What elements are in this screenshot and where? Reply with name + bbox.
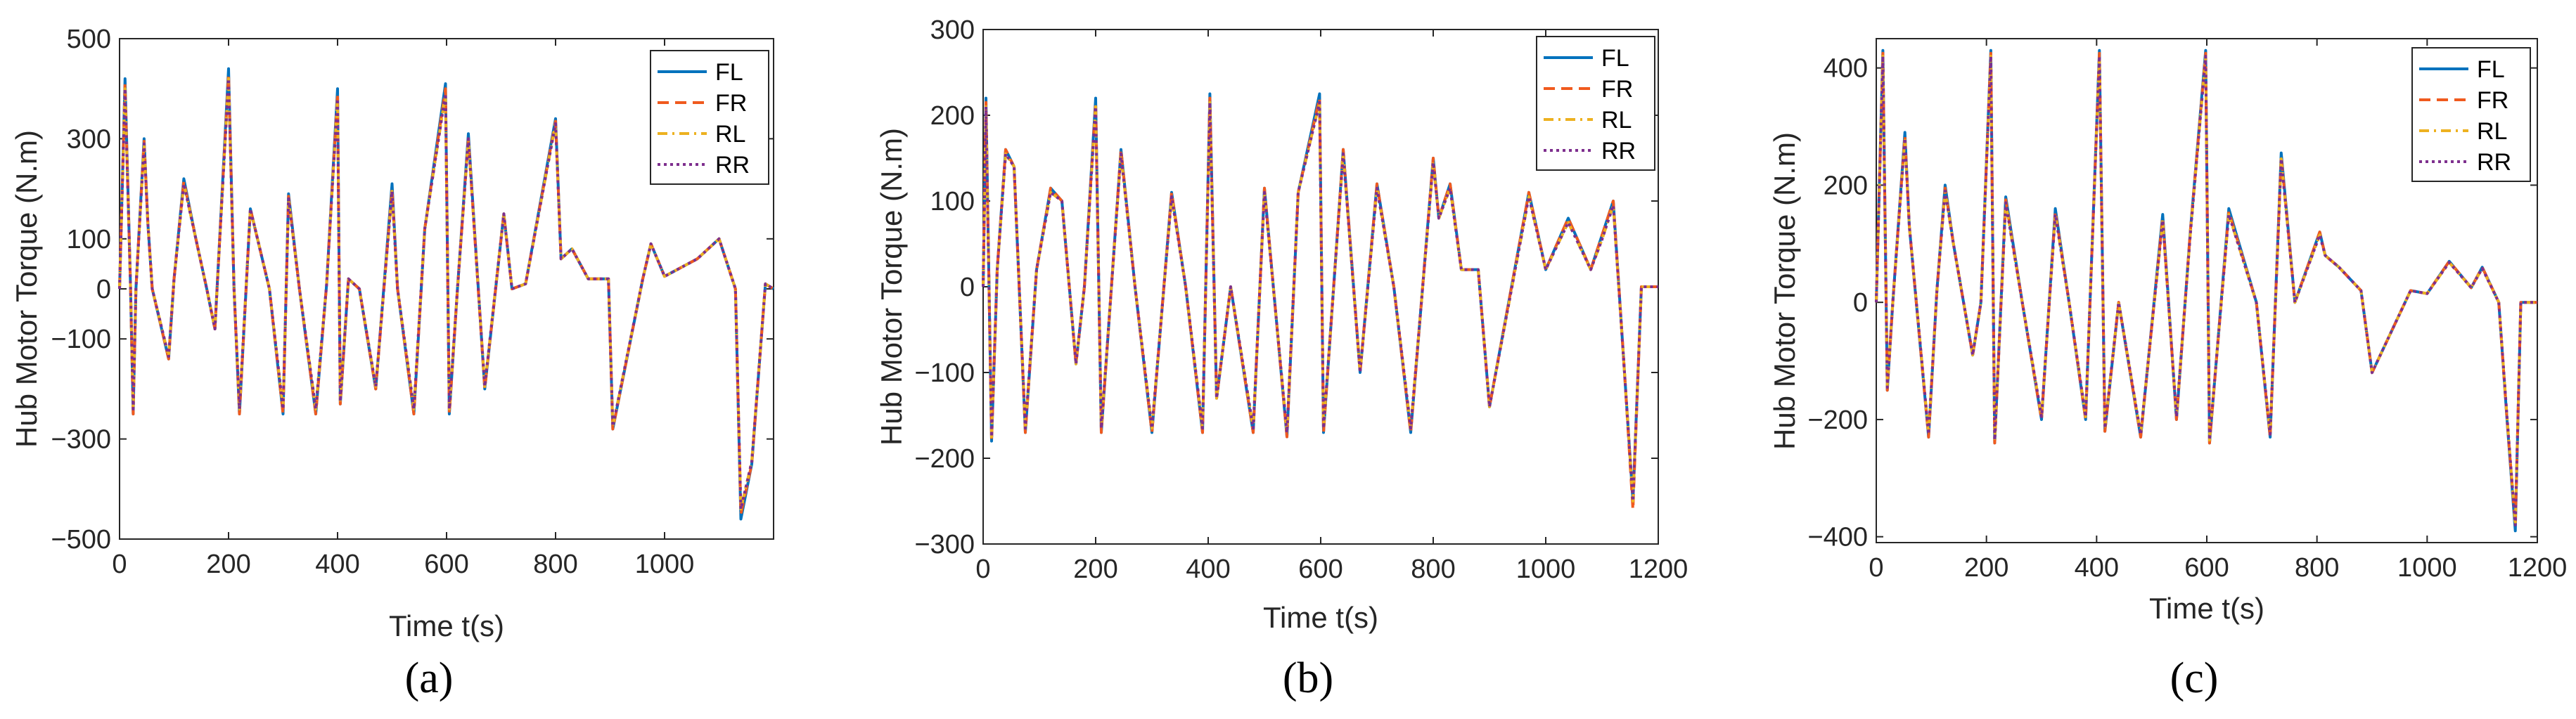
y-tick-label: 100 xyxy=(930,187,975,216)
y-tick-label: −500 xyxy=(51,525,111,555)
legend-label-rr: RR xyxy=(1601,138,1636,164)
x-tick-label: 200 xyxy=(206,550,250,579)
y-tick-label: 0 xyxy=(960,273,975,302)
legend-label-fl: FL xyxy=(1601,45,1629,72)
legend-label-fr: FR xyxy=(1601,76,1633,103)
x-tick-label: 1000 xyxy=(1516,555,1576,584)
x-tick-label: 600 xyxy=(424,550,468,579)
x-tick-label: 1200 xyxy=(2508,553,2568,583)
legend-label-fl: FL xyxy=(715,59,743,86)
x-axis-label: Time t(s) xyxy=(389,609,504,642)
y-tick-label: −200 xyxy=(914,444,975,474)
legend-label-rr: RR xyxy=(715,152,750,179)
y-tick-label: −300 xyxy=(51,425,111,455)
legend-label-rl: RL xyxy=(1601,107,1632,134)
chart-panel-a: 0 200 400 600 800 1000−500−300−1000100300500 … xyxy=(10,25,775,702)
y-tick-label: 500 xyxy=(67,25,111,54)
chart-panel-c: 0 200 400 600 800 1000 1200 −400 −200 0 200 400 Tim… xyxy=(1768,38,2567,702)
series-line-rl xyxy=(118,77,775,511)
series-line-rr xyxy=(1875,55,2537,526)
x-tick-label: 1000 xyxy=(635,550,695,579)
x-tick-label: 0 xyxy=(1869,553,1883,583)
y-tick-label: 100 xyxy=(67,225,111,254)
y-tick-label: −100 xyxy=(914,358,975,388)
y-tick-label: 200 xyxy=(1824,171,1868,200)
legend-label-rl: RL xyxy=(2477,118,2507,145)
legend: FL FR RL RR xyxy=(650,50,769,185)
x-tick-label: 800 xyxy=(2295,553,2339,583)
x-tick-label: 400 xyxy=(2075,553,2119,583)
y-tick-label: 0 xyxy=(1853,288,1868,318)
series-group xyxy=(118,67,775,521)
panel-label: (a) xyxy=(405,654,454,702)
y-tick-label: −200 xyxy=(1807,406,1868,435)
legend-label-rl: RL xyxy=(715,121,745,148)
panel-label: (b) xyxy=(1283,654,1333,702)
y-tick-label: −400 xyxy=(1807,523,1868,552)
legend-label-rr: RR xyxy=(2477,149,2511,176)
panel-label: (c) xyxy=(2170,654,2219,702)
y-tick-label: −300 xyxy=(914,530,975,559)
x-axis-label: Time t(s) xyxy=(2149,592,2264,625)
x-tick-label: 1200 xyxy=(1629,555,1689,584)
x-tick-label: 800 xyxy=(1411,555,1455,584)
x-tick-label: 600 xyxy=(2184,553,2229,583)
x-tick-label: 600 xyxy=(1298,555,1343,584)
y-tick-label: 400 xyxy=(1824,54,1868,84)
x-axis-label: Time t(s) xyxy=(1263,601,1378,634)
legend-label-fl: FL xyxy=(2477,56,2505,83)
y-axis-label: Hub Motor Torque (N.m) xyxy=(10,130,43,448)
tick-group: 0 200 400 600 800 1000 1200 −400 −200 0 200 400 xyxy=(1807,39,2567,583)
legend: FL FR RL RR xyxy=(2411,47,2531,182)
x-tick-label: 400 xyxy=(1186,555,1230,584)
y-tick-label: 300 xyxy=(67,124,111,154)
x-tick-label: 0 xyxy=(975,555,990,584)
legend-label-fr: FR xyxy=(715,90,747,117)
series-line-rr xyxy=(982,101,1658,503)
chart-panel-b: 0 200 400 600 800 1000 1200 −300 −200 −100 0 100 200… xyxy=(875,15,1688,702)
y-tick-label: 300 xyxy=(930,15,975,45)
legend-label-fr: FR xyxy=(2477,87,2508,114)
y-tick-label: 200 xyxy=(930,101,975,131)
legend: FL FR RL RR xyxy=(1536,36,1655,171)
series-group xyxy=(1875,48,2537,533)
y-axis-label: Hub Motor Torque (N.m) xyxy=(875,128,908,446)
x-tick-label: 200 xyxy=(1964,553,2008,583)
y-tick-label: −100 xyxy=(51,325,111,354)
x-tick-label: 800 xyxy=(533,550,577,579)
y-axis-label: Hub Motor Torque (N.m) xyxy=(1768,132,1801,450)
x-tick-label: 400 xyxy=(315,550,359,579)
y-tick-label: 0 xyxy=(96,275,111,304)
x-tick-label: 0 xyxy=(112,550,127,579)
tick-group: 0 200 400 600 800 1000 −500 −300 −100 0 100 300 500 xyxy=(51,25,774,579)
series-group xyxy=(982,92,1658,512)
series-line-fr xyxy=(118,72,775,516)
x-tick-label: 1000 xyxy=(2397,553,2457,583)
x-tick-label: 200 xyxy=(1073,555,1117,584)
